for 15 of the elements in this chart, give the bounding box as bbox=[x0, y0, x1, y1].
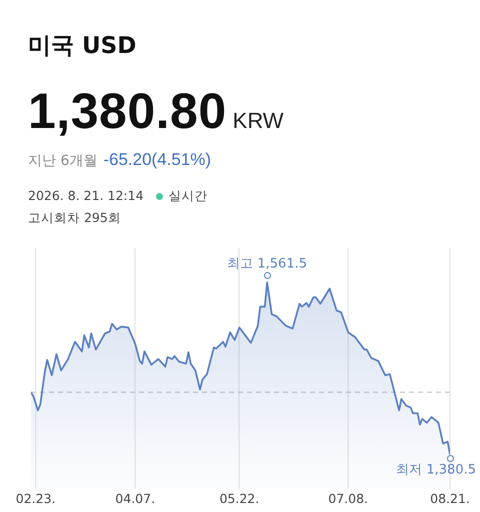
text: 고시회차 295회 bbox=[28, 210, 121, 227]
x-tick-label: 02.23. bbox=[16, 490, 56, 506]
text: -65.20(4.51%) bbox=[103, 150, 212, 170]
x-tick-label: 04.07. bbox=[115, 490, 156, 506]
text: 지난 6개월 bbox=[28, 152, 98, 170]
chart-title: 미국 USD bbox=[28, 32, 136, 61]
x-tick-label: 08.21. bbox=[430, 490, 470, 506]
annotation: 최저 1,380.5 bbox=[396, 462, 476, 478]
text: KRW bbox=[232, 108, 284, 134]
x-tick-label: 07.08. bbox=[328, 490, 368, 506]
x-tick-label: 05.22. bbox=[219, 490, 260, 506]
text: 실시간 bbox=[168, 188, 208, 205]
annotation: 최고 1,561.5 bbox=[227, 256, 308, 272]
text: 1,380.80 bbox=[28, 82, 227, 140]
text: 2026. 8. 21. 12:14 bbox=[28, 188, 144, 203]
